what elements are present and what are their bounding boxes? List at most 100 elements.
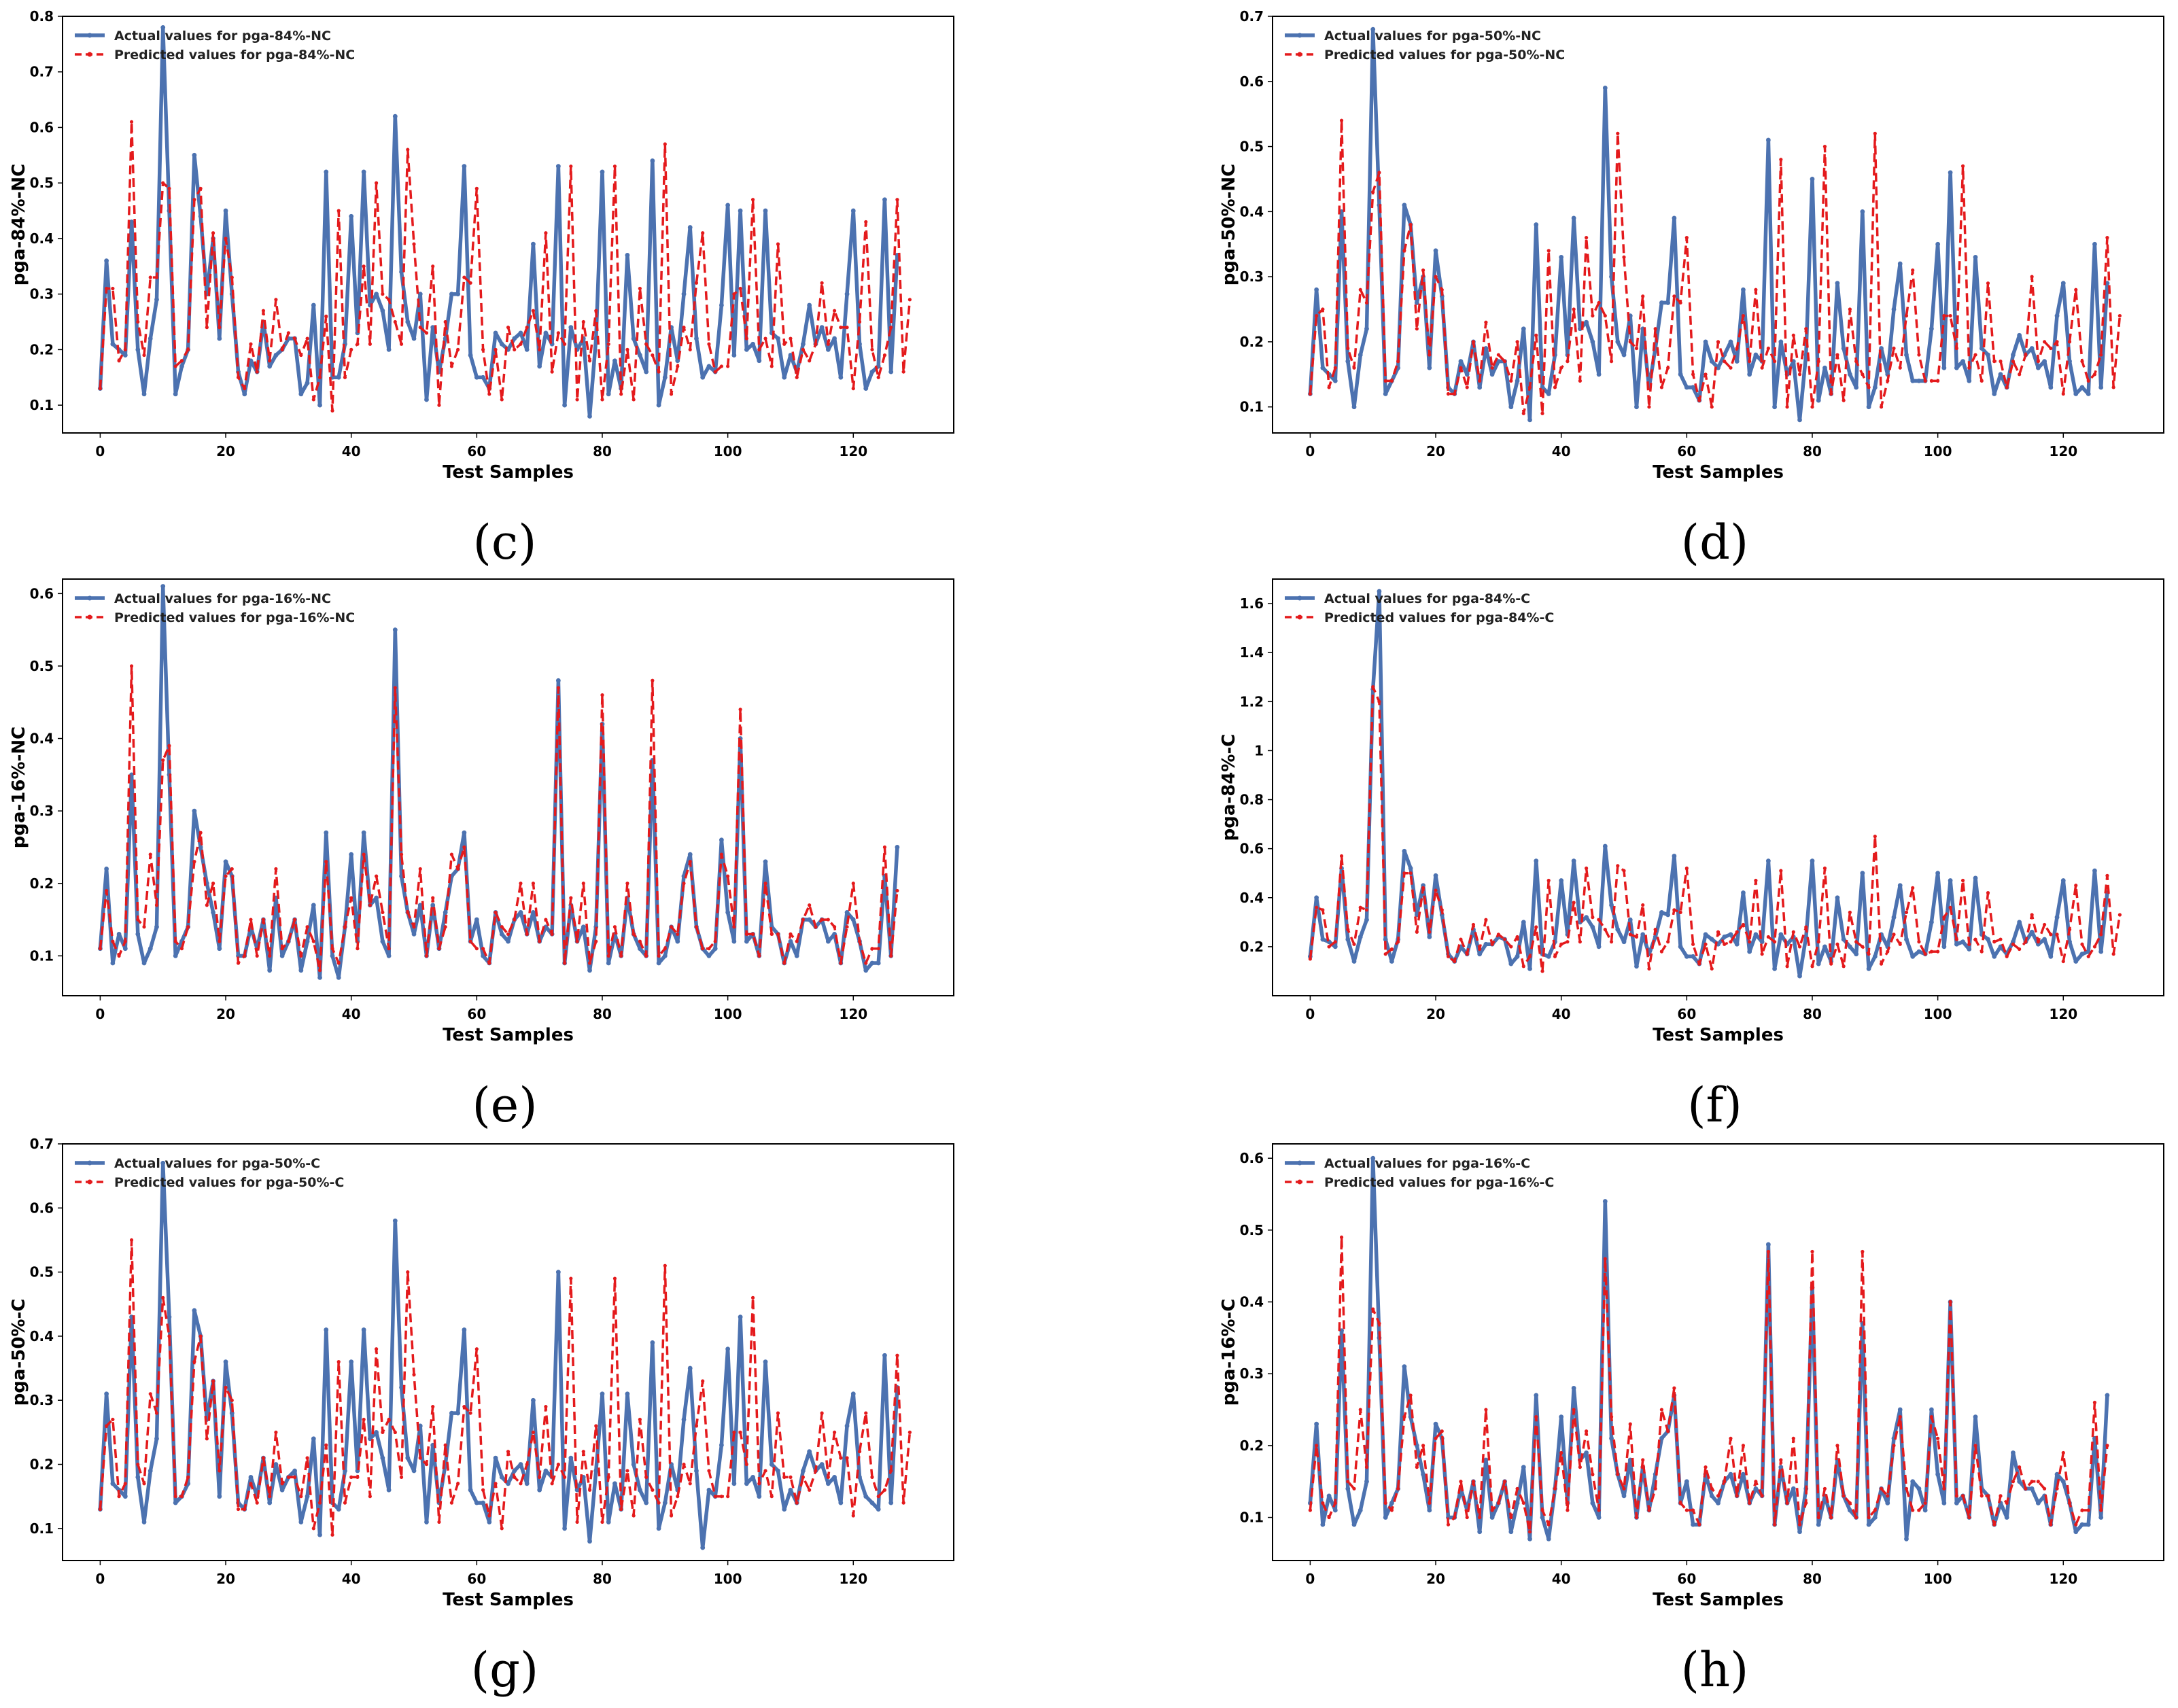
- actual-data-point: [380, 308, 385, 313]
- actual-data-point: [1728, 339, 1733, 345]
- predicted-data-point: [1502, 360, 1507, 364]
- predicted-data-point: [324, 860, 328, 864]
- predicted-data-point: [1339, 118, 1344, 122]
- predicted-data-point: [375, 1347, 379, 1351]
- predicted-data-point: [757, 347, 761, 351]
- predicted-data-point: [789, 336, 793, 341]
- predicted-data-point: [808, 1488, 812, 1492]
- panel-label: (d): [1681, 515, 1748, 570]
- y-tick-label: 0.2: [1240, 1437, 1264, 1454]
- predicted-data-point: [1628, 1422, 1632, 1426]
- actual-data-point: [129, 772, 134, 778]
- predicted-data-point: [676, 1495, 680, 1499]
- actual-data-point: [1508, 961, 1514, 966]
- actual-data-point: [757, 1494, 762, 1499]
- predicted-data-point: [1371, 1307, 1375, 1311]
- y-tick-label: 0.7: [30, 1136, 54, 1152]
- actual-data-point: [1897, 261, 1903, 266]
- predicted-data-point: [1578, 379, 1582, 383]
- predicted-data-point: [1999, 937, 2003, 941]
- predicted-data-point: [1453, 391, 1457, 396]
- predicted-data-point: [1804, 925, 1808, 929]
- actual-data-point: [1627, 917, 1633, 922]
- predicted-data-point: [1848, 307, 1852, 311]
- predicted-data-point: [1904, 910, 1909, 914]
- predicted-data-point: [98, 387, 102, 391]
- actual-data-point: [1759, 939, 1765, 945]
- actual-data-point: [2060, 281, 2066, 286]
- actual-data-point: [863, 386, 869, 391]
- actual-data-point: [2017, 1479, 2022, 1484]
- legend-label-predicted: Predicted values for pga-84%-NC: [114, 48, 355, 63]
- actual-data-point: [2060, 1479, 2066, 1484]
- actual-data-point: [1967, 378, 1972, 383]
- actual-data-point: [317, 1532, 322, 1537]
- actual-data-point: [1402, 1364, 1407, 1370]
- actual-data-point: [386, 1487, 392, 1493]
- actual-data-point: [279, 953, 285, 958]
- predicted-data-point: [1666, 940, 1670, 944]
- actual-data-point: [361, 1327, 366, 1332]
- predicted-data-point: [1597, 918, 1601, 922]
- actual-data-point: [374, 292, 379, 297]
- predicted-data-point: [726, 1495, 730, 1499]
- predicted-data-point: [1415, 1465, 1419, 1469]
- predicted-data-point: [2005, 1501, 2009, 1505]
- predicted-data-point: [562, 1475, 567, 1479]
- predicted-data-point: [1723, 942, 1727, 946]
- predicted-data-point: [2061, 959, 2065, 964]
- predicted-data-point: [669, 1514, 674, 1518]
- predicted-data-point: [161, 758, 165, 763]
- predicted-data-point: [1710, 1486, 1714, 1491]
- actual-data-point: [1370, 1155, 1376, 1161]
- actual-data-point: [850, 208, 856, 213]
- predicted-data-point: [205, 1437, 209, 1441]
- actual-data-point: [1716, 365, 1721, 370]
- actual-data-point: [1879, 346, 1884, 351]
- predicted-data-point: [1396, 360, 1400, 364]
- x-axis-label: Test Samples: [1653, 1025, 1784, 1045]
- predicted-data-point: [1785, 1501, 1789, 1505]
- actual-data-point: [637, 353, 642, 358]
- actual-data-point: [1941, 944, 1947, 949]
- predicted-data-point: [487, 961, 491, 965]
- predicted-data-point: [1315, 1444, 1319, 1448]
- actual-data-point: [869, 960, 875, 966]
- predicted-data-point: [513, 1475, 517, 1479]
- predicted-data-point: [1684, 236, 1689, 240]
- predicted-data-point: [443, 1443, 447, 1447]
- predicted-data-point: [801, 1475, 806, 1479]
- predicted-data-point: [2092, 945, 2097, 949]
- predicted-data-point: [243, 387, 247, 391]
- legend-label-actual: Actual values for pga-84%-C: [1324, 591, 1530, 606]
- predicted-data-point: [1911, 268, 1915, 273]
- y-tick-label: 0.8: [1240, 792, 1264, 808]
- actual-data-point: [1765, 1242, 1771, 1247]
- predicted-data-point: [1980, 949, 1984, 954]
- predicted-data-point: [1333, 940, 1337, 944]
- actual-data-point: [336, 1507, 341, 1512]
- predicted-data-point: [1308, 1508, 1312, 1512]
- predicted-series-line: [1309, 119, 2122, 415]
- predicted-data-point: [1534, 333, 1538, 337]
- predicted-data-point: [2011, 1480, 2016, 1484]
- predicted-data-point: [587, 961, 592, 965]
- actual-data-point: [1691, 1522, 1695, 1527]
- predicted-data-point: [1308, 957, 1312, 961]
- predicted-data-point: [1754, 1480, 1758, 1484]
- predicted-data-point: [154, 903, 159, 907]
- predicted-data-point: [343, 925, 347, 929]
- actual-data-point: [1458, 359, 1464, 364]
- predicted-data-point: [1735, 930, 1739, 934]
- x-tick-label: 100: [714, 1006, 742, 1022]
- actual-data-point: [317, 975, 322, 980]
- y-tick-label: 0.4: [1240, 203, 1264, 220]
- actual-data-point: [1559, 254, 1564, 260]
- y-tick-label: 1: [1254, 742, 1264, 759]
- predicted-data-point: [1942, 1486, 1946, 1491]
- predicted-data-point: [474, 1347, 479, 1351]
- predicted-data-point: [1628, 933, 1632, 937]
- predicted-data-point: [782, 961, 786, 965]
- predicted-data-point: [1415, 930, 1419, 934]
- predicted-data-point: [657, 370, 661, 374]
